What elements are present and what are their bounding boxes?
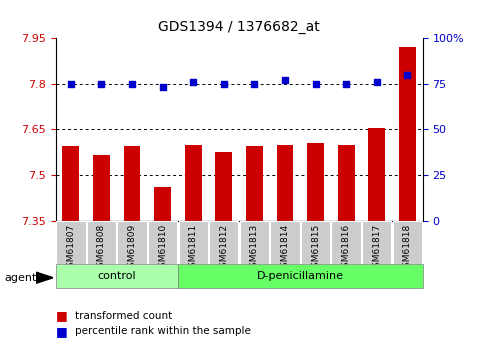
FancyBboxPatch shape xyxy=(209,221,239,264)
Text: GSM61809: GSM61809 xyxy=(128,224,137,273)
Text: control: control xyxy=(98,271,136,281)
Point xyxy=(281,77,289,83)
Point xyxy=(312,81,319,87)
Point xyxy=(98,81,105,87)
Title: GDS1394 / 1376682_at: GDS1394 / 1376682_at xyxy=(158,20,320,34)
Bar xyxy=(215,152,232,221)
Text: D-penicillamine: D-penicillamine xyxy=(257,271,344,281)
Text: ■: ■ xyxy=(56,309,67,322)
Text: GSM61807: GSM61807 xyxy=(66,224,75,273)
Bar xyxy=(369,128,385,221)
Point xyxy=(251,81,258,87)
Point xyxy=(159,85,167,90)
Text: GSM61818: GSM61818 xyxy=(403,224,412,273)
Text: ■: ■ xyxy=(56,325,67,338)
Text: GSM61808: GSM61808 xyxy=(97,224,106,273)
Text: agent: agent xyxy=(5,273,37,283)
Point xyxy=(403,72,411,77)
FancyBboxPatch shape xyxy=(87,221,116,264)
Point xyxy=(189,79,197,85)
Point xyxy=(342,81,350,87)
Point xyxy=(67,81,75,87)
Bar xyxy=(62,146,79,221)
Bar xyxy=(124,146,141,221)
FancyBboxPatch shape xyxy=(56,221,85,264)
Bar xyxy=(307,143,324,221)
FancyBboxPatch shape xyxy=(148,221,177,264)
Text: GSM61816: GSM61816 xyxy=(341,224,351,273)
Text: GSM61817: GSM61817 xyxy=(372,224,381,273)
FancyBboxPatch shape xyxy=(178,264,423,288)
Bar xyxy=(277,145,293,221)
Text: GSM61811: GSM61811 xyxy=(189,224,198,273)
Polygon shape xyxy=(36,272,53,283)
Bar xyxy=(399,47,416,221)
Text: transformed count: transformed count xyxy=(75,311,172,321)
Point xyxy=(373,79,381,85)
Bar xyxy=(185,145,201,221)
Point xyxy=(220,81,227,87)
Bar xyxy=(338,145,355,221)
Bar xyxy=(93,155,110,221)
Bar xyxy=(246,146,263,221)
Bar xyxy=(154,187,171,221)
FancyBboxPatch shape xyxy=(393,221,422,264)
Text: GSM61812: GSM61812 xyxy=(219,224,228,273)
Text: GSM61814: GSM61814 xyxy=(281,224,289,273)
Point xyxy=(128,81,136,87)
FancyBboxPatch shape xyxy=(331,221,361,264)
Text: GSM61815: GSM61815 xyxy=(311,224,320,273)
FancyBboxPatch shape xyxy=(56,264,178,288)
FancyBboxPatch shape xyxy=(117,221,147,264)
FancyBboxPatch shape xyxy=(270,221,299,264)
FancyBboxPatch shape xyxy=(179,221,208,264)
FancyBboxPatch shape xyxy=(362,221,391,264)
Text: GSM61813: GSM61813 xyxy=(250,224,259,273)
Text: percentile rank within the sample: percentile rank within the sample xyxy=(75,326,251,336)
FancyBboxPatch shape xyxy=(240,221,269,264)
FancyBboxPatch shape xyxy=(301,221,330,264)
Text: GSM61810: GSM61810 xyxy=(158,224,167,273)
